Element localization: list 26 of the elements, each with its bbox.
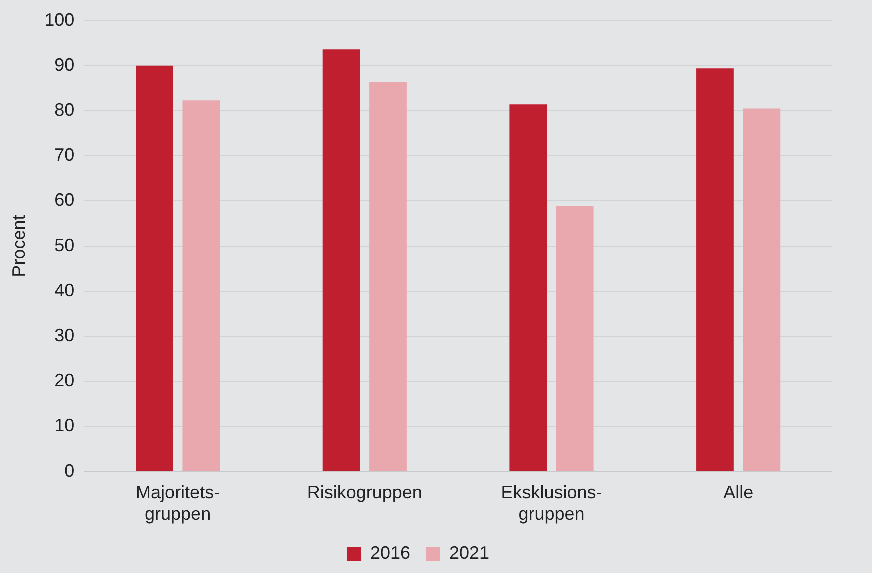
- y-tick-label: 40: [54, 280, 75, 300]
- y-tick-label: 20: [54, 370, 75, 391]
- bar: [370, 82, 407, 472]
- y-tick-label: 70: [54, 145, 75, 166]
- x-tick-label: Risikogruppen: [307, 482, 422, 503]
- y-tick-label: 100: [44, 10, 75, 30]
- bar: [743, 108, 781, 472]
- x-tick-label: Eksklusions-gruppen: [501, 482, 602, 524]
- y-tick-label: 80: [54, 100, 75, 120]
- legend-label: 2021: [450, 542, 490, 563]
- bar: [136, 66, 174, 472]
- bar: [322, 50, 360, 472]
- legend-label: 2016: [370, 542, 411, 563]
- y-tick-label: 0: [64, 460, 75, 481]
- y-tick-label: 90: [54, 54, 75, 75]
- y-tick-label: 10: [54, 416, 75, 436]
- bar: [510, 104, 548, 472]
- y-axis-title: Procent: [8, 215, 29, 278]
- bar: [696, 68, 734, 472]
- x-tick-label: Majoritets-gruppen: [136, 482, 220, 524]
- y-tick-label: 30: [54, 325, 75, 346]
- bar: [556, 206, 594, 472]
- y-tick-label: 50: [54, 235, 75, 256]
- y-tick-label: 60: [54, 190, 75, 210]
- x-tick-label: Alle: [724, 482, 754, 503]
- bar: [182, 100, 220, 472]
